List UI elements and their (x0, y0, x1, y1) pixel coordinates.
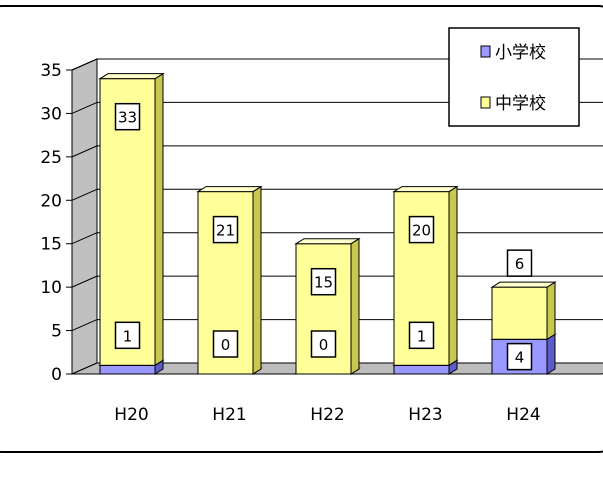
bar-小学校-H24-side (546, 333, 556, 375)
bar-中学校-H21-top (196, 186, 263, 193)
y-tick-label: 15 (40, 235, 62, 255)
y-tick-label: 30 (40, 104, 62, 124)
data-label-中学校-H24-box (506, 249, 533, 277)
gridline-side (71, 275, 98, 288)
legend-label-0: 小学校 (495, 43, 546, 63)
y-tick-label: 10 (40, 278, 62, 298)
data-label-小学校-H20: 1 (123, 327, 133, 345)
data-label-中学校-H20: 33 (118, 109, 137, 127)
data-label-中学校-H22: 15 (314, 274, 333, 292)
bar-中学校-H23-side (448, 185, 458, 367)
gridline-side (71, 58, 98, 71)
y-tick-label: 0 (51, 365, 62, 385)
bar-中学校-H20-side (154, 72, 164, 367)
bar-小学校-H23 (393, 364, 450, 375)
data-label-小学校-H20-box (114, 321, 141, 350)
data-label-小学校-H22: 0 (319, 336, 329, 354)
data-label-小学校-H22-box (310, 330, 337, 358)
legend-swatch-1 (480, 96, 491, 109)
data-label-中学校-H23-box (408, 215, 435, 244)
legend: 小学校 中学校 (448, 27, 580, 127)
legend-label-1: 中学校 (495, 94, 546, 114)
x-tick-label-H20: H20 (114, 405, 148, 425)
y-tick-label: 35 (40, 61, 62, 81)
bar-中学校-H22-side (350, 237, 360, 375)
legend-swatch-0 (480, 45, 491, 58)
y-axis-ticks: 0 5 10 15 20 25 30 35 (40, 61, 73, 385)
data-label-小学校-H21-box (212, 330, 239, 358)
bars: 1 33 0 21 0 15 1 20 4 6 (98, 72, 557, 375)
data-label-中学校-H23: 20 (412, 222, 431, 240)
x-axis-ticks: H20 H21 H22 H23 H24 (114, 405, 540, 425)
bar-中学校-H20-top (98, 73, 165, 80)
side-wall (71, 58, 98, 375)
y-tick-label: 25 (40, 148, 62, 168)
data-label-中学校-H22-box (310, 267, 337, 296)
data-label-小学校-H24: 4 (515, 349, 525, 367)
bar-中学校-H23-top (392, 186, 459, 193)
data-label-中学校-H21-box (212, 215, 239, 244)
bar-中学校-H24 (491, 286, 548, 340)
data-label-小学校-H23: 1 (417, 327, 427, 345)
data-label-小学校-H23-box (408, 321, 435, 350)
gridline-side (71, 101, 98, 114)
gridline-side (71, 145, 98, 158)
data-label-中学校-H24: 6 (515, 255, 525, 273)
data-label-中学校-H21: 21 (216, 222, 235, 240)
bar-中学校-H21-side (252, 185, 262, 375)
gridline-side (71, 232, 98, 245)
y-tick-label: 5 (51, 322, 62, 342)
gridline-side (71, 319, 98, 332)
data-label-中学校-H20-box (114, 102, 141, 131)
bar-小学校-H20 (99, 364, 156, 375)
x-tick-label-H21: H21 (212, 405, 246, 425)
bar-中学校-H24-side (546, 281, 556, 341)
x-tick-label-H22: H22 (310, 405, 344, 425)
legend-box (448, 27, 580, 127)
bar-中学校-H24-top (490, 281, 557, 288)
bar-中学校-H22-top (294, 238, 361, 245)
x-tick-label-H23: H23 (408, 405, 442, 425)
data-label-小学校-H21: 0 (221, 336, 231, 354)
gridline-side (71, 188, 98, 201)
data-label-小学校-H24-box (506, 342, 533, 371)
x-tick-label-H24: H24 (506, 405, 540, 425)
y-tick-label: 20 (40, 191, 62, 211)
